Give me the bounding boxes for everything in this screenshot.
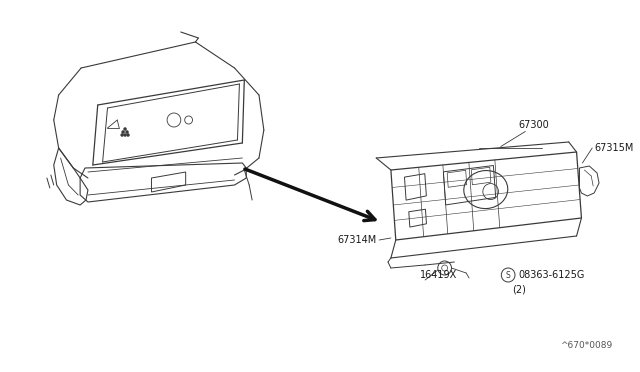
Text: 08363-6125G: 08363-6125G [518,270,584,280]
Text: 67300: 67300 [518,120,548,130]
Circle shape [122,131,125,134]
Circle shape [125,131,129,134]
Text: S: S [506,270,511,279]
Text: ^670*0089: ^670*0089 [560,340,612,350]
Circle shape [127,134,129,137]
Circle shape [124,134,127,137]
Text: 67315M: 67315M [594,143,634,153]
Circle shape [121,134,124,137]
Text: (2): (2) [512,284,526,294]
Text: 67314M: 67314M [337,235,376,245]
Circle shape [124,128,127,131]
Text: 16419X: 16419X [420,270,458,280]
